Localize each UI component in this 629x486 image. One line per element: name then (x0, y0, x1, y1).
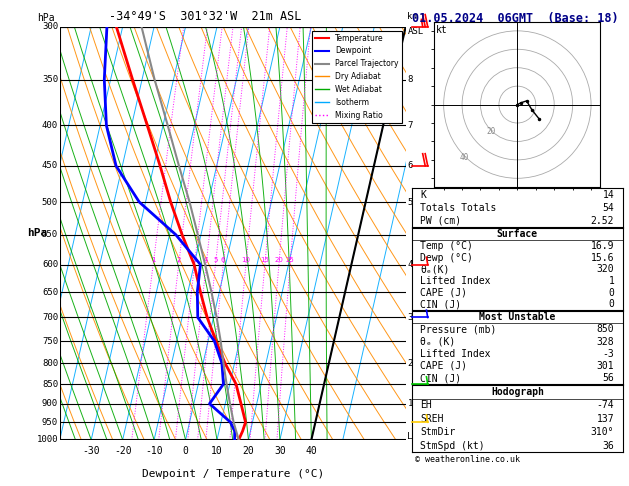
Text: kt: kt (437, 25, 448, 35)
Text: θₑ(K): θₑ(K) (420, 264, 450, 274)
Text: Temp (°C): Temp (°C) (420, 241, 473, 251)
Text: 20: 20 (274, 257, 283, 263)
Text: 6: 6 (408, 161, 413, 171)
Text: 3: 3 (408, 313, 413, 322)
Text: LCL: LCL (408, 432, 423, 441)
Text: 16.9: 16.9 (591, 241, 615, 251)
Text: Lifted Index: Lifted Index (420, 349, 491, 359)
Text: Surface: Surface (497, 229, 538, 239)
Text: PW (cm): PW (cm) (420, 216, 462, 226)
Text: 3: 3 (192, 257, 197, 263)
Text: 01.05.2024  06GMT  (Base: 18): 01.05.2024 06GMT (Base: 18) (412, 12, 618, 25)
Text: 15.6: 15.6 (591, 253, 615, 262)
Text: © weatheronline.co.uk: © weatheronline.co.uk (415, 455, 520, 465)
Text: 301: 301 (597, 361, 615, 371)
Text: -20: -20 (114, 446, 131, 456)
Text: 700: 700 (42, 313, 58, 322)
Text: Pressure (mb): Pressure (mb) (420, 324, 497, 334)
Text: 15: 15 (260, 257, 269, 263)
Text: Most Unstable: Most Unstable (479, 312, 555, 322)
Text: 350: 350 (42, 75, 58, 84)
Text: 137: 137 (597, 414, 615, 424)
Text: StmDir: StmDir (420, 427, 455, 437)
Text: 4: 4 (204, 257, 208, 263)
Text: Lifted Index: Lifted Index (420, 276, 491, 286)
Text: 850: 850 (42, 380, 58, 389)
Text: 300: 300 (42, 22, 58, 31)
Text: -74: -74 (597, 400, 615, 410)
Text: CAPE (J): CAPE (J) (420, 288, 467, 297)
Text: θₑ (K): θₑ (K) (420, 337, 455, 347)
Text: 4: 4 (408, 260, 413, 269)
Text: 950: 950 (42, 418, 58, 427)
Text: -10: -10 (145, 446, 163, 456)
Text: 600: 600 (42, 260, 58, 269)
Text: 650: 650 (42, 288, 58, 296)
Text: K: K (420, 190, 426, 200)
Text: 750: 750 (42, 337, 58, 346)
Text: 40: 40 (460, 153, 469, 162)
Text: hPa: hPa (37, 13, 55, 22)
Text: 40: 40 (306, 446, 317, 456)
Text: 328: 328 (597, 337, 615, 347)
Text: Mixing Ratio (g/kg): Mixing Ratio (g/kg) (420, 186, 429, 281)
Text: EH: EH (420, 400, 432, 410)
Text: Totals Totals: Totals Totals (420, 203, 497, 213)
Text: 1: 1 (408, 399, 413, 408)
Text: 2: 2 (177, 257, 181, 263)
Text: 5: 5 (213, 257, 218, 263)
Text: 6: 6 (221, 257, 225, 263)
Text: 56: 56 (603, 373, 615, 383)
Text: 0: 0 (608, 299, 615, 309)
Text: 900: 900 (42, 399, 58, 408)
Text: 20: 20 (486, 127, 496, 136)
Text: 850: 850 (597, 324, 615, 334)
Text: 10: 10 (211, 446, 223, 456)
Text: 450: 450 (42, 161, 58, 171)
Text: 310°: 310° (591, 427, 615, 437)
Text: 400: 400 (42, 121, 58, 130)
Text: StmSpd (kt): StmSpd (kt) (420, 441, 485, 451)
Text: 2: 2 (408, 359, 413, 368)
Text: 1: 1 (151, 257, 155, 263)
Text: -3: -3 (603, 349, 615, 359)
Text: 1: 1 (608, 276, 615, 286)
Text: Dewp (°C): Dewp (°C) (420, 253, 473, 262)
Text: km: km (408, 12, 418, 20)
Text: 800: 800 (42, 359, 58, 368)
Text: CIN (J): CIN (J) (420, 373, 462, 383)
Legend: Temperature, Dewpoint, Parcel Trajectory, Dry Adiabat, Wet Adiabat, Isotherm, Mi: Temperature, Dewpoint, Parcel Trajectory… (313, 31, 402, 122)
Text: 0: 0 (182, 446, 189, 456)
Text: 14: 14 (603, 190, 615, 200)
Text: 0: 0 (608, 288, 615, 297)
Text: 2.52: 2.52 (591, 216, 615, 226)
Text: hPa: hPa (27, 228, 47, 238)
Text: 54: 54 (603, 203, 615, 213)
Text: 8: 8 (408, 75, 413, 84)
Text: 7: 7 (408, 121, 413, 130)
Text: CIN (J): CIN (J) (420, 299, 462, 309)
Text: 10: 10 (242, 257, 250, 263)
Text: 500: 500 (42, 197, 58, 207)
Text: -34°49'S  301°32'W  21m ASL: -34°49'S 301°32'W 21m ASL (109, 10, 301, 22)
Text: SREH: SREH (420, 414, 444, 424)
Text: Hodograph: Hodograph (491, 387, 544, 397)
Text: 36: 36 (603, 441, 615, 451)
Text: ASL: ASL (408, 27, 423, 36)
Text: 1000: 1000 (36, 435, 58, 444)
Text: 320: 320 (597, 264, 615, 274)
Text: 5: 5 (408, 197, 413, 207)
Text: 550: 550 (42, 230, 58, 239)
Text: 20: 20 (243, 446, 254, 456)
Text: Dewpoint / Temperature (°C): Dewpoint / Temperature (°C) (142, 469, 324, 479)
Text: -30: -30 (82, 446, 100, 456)
Text: 30: 30 (274, 446, 286, 456)
Text: 25: 25 (286, 257, 294, 263)
Text: CAPE (J): CAPE (J) (420, 361, 467, 371)
